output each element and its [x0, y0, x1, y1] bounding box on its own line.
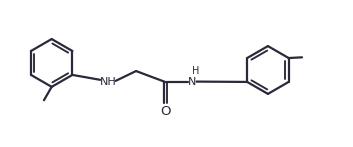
Text: O: O: [160, 105, 171, 118]
Text: NH: NH: [100, 77, 116, 87]
Text: H: H: [192, 66, 199, 76]
Text: N: N: [188, 77, 197, 87]
